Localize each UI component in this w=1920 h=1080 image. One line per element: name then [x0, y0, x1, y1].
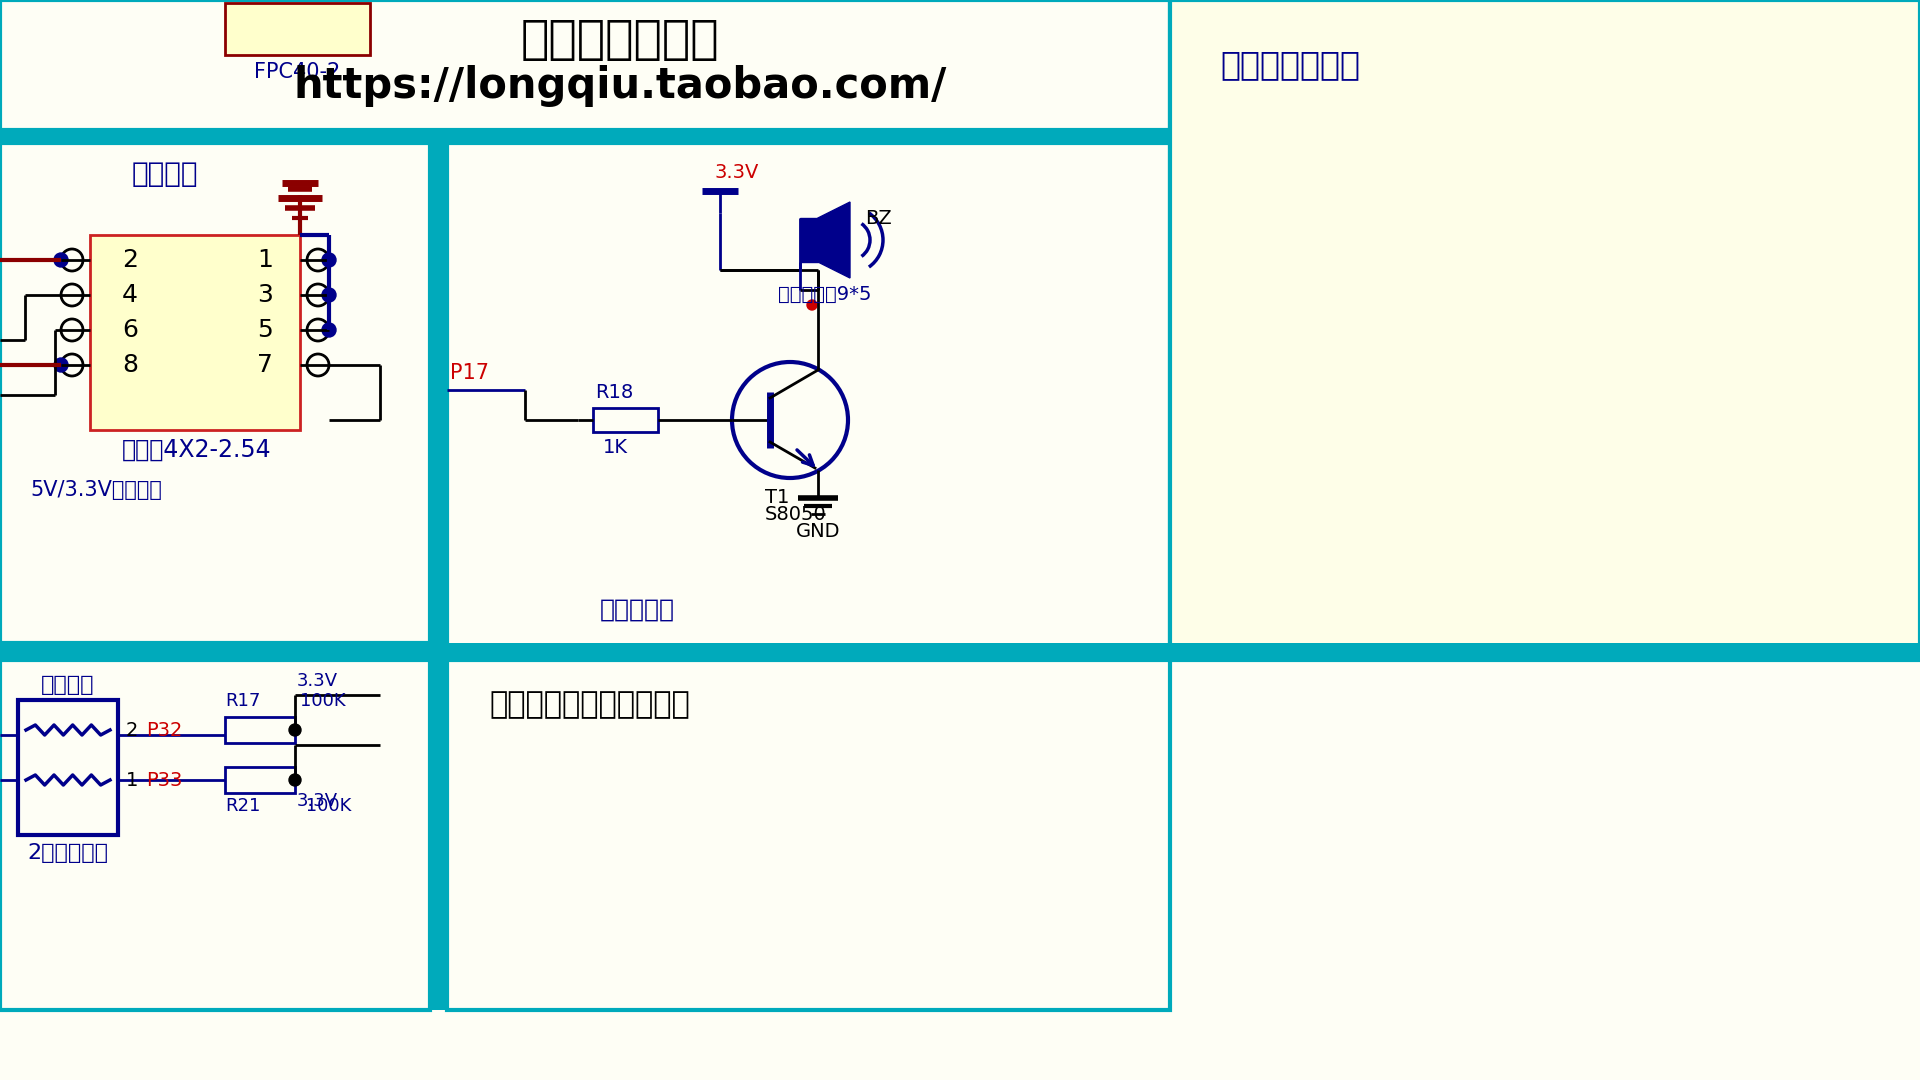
Text: 8: 8 [123, 353, 138, 377]
Text: P32: P32 [146, 720, 182, 740]
Bar [801, 218, 818, 262]
Bar [430, 143, 447, 660]
Text: 1: 1 [257, 248, 273, 272]
Bar [1169, 0, 1920, 660]
Text: 3: 3 [257, 283, 273, 307]
Bar [0, 0, 1169, 130]
Circle shape [290, 724, 301, 735]
Circle shape [290, 774, 301, 786]
Bar [0, 143, 430, 643]
Text: R21: R21 [225, 797, 261, 815]
Text: 2: 2 [127, 720, 138, 740]
Bar [17, 700, 117, 835]
Bar [447, 660, 1169, 1010]
Circle shape [323, 323, 336, 337]
Text: GND: GND [795, 522, 841, 541]
Text: BZ: BZ [866, 208, 891, 228]
Text: https://longqiu.taobao.com/: https://longqiu.taobao.com/ [294, 65, 947, 107]
Text: 模块采购链接：: 模块采购链接： [520, 18, 720, 63]
Text: 4: 4 [123, 283, 138, 307]
Text: 拨码开关: 拨码开关 [40, 675, 94, 696]
Text: T1: T1 [764, 488, 789, 507]
Text: 3.3V: 3.3V [298, 792, 338, 810]
Text: S8050: S8050 [764, 505, 828, 524]
Polygon shape [818, 202, 851, 278]
Text: 蜂鸣器电路: 蜂鸣器电路 [599, 598, 676, 622]
Circle shape [61, 319, 83, 341]
Bar [90, 235, 300, 430]
Circle shape [307, 319, 328, 341]
Text: P17: P17 [449, 363, 490, 383]
Text: 100K: 100K [300, 797, 351, 815]
Circle shape [61, 284, 83, 306]
Text: 1K: 1K [603, 438, 628, 457]
Bar [430, 660, 447, 1010]
Text: 2: 2 [123, 248, 138, 272]
Text: 7: 7 [257, 353, 273, 377]
Text: R18: R18 [595, 383, 634, 402]
Bar [225, 717, 296, 743]
Text: 1: 1 [127, 770, 138, 789]
Text: 3.3V: 3.3V [714, 163, 760, 183]
Circle shape [307, 284, 328, 306]
Bar [0, 660, 430, 1010]
Circle shape [806, 300, 818, 310]
Bar [0, 129, 1920, 144]
Text: 有源蜂鸣器9*5: 有源蜂鸣器9*5 [778, 285, 872, 303]
Text: 3.3V: 3.3V [298, 672, 338, 690]
Text: 电源扩展: 电源扩展 [132, 160, 198, 188]
Text: 100K: 100K [300, 692, 346, 710]
Bar [225, 767, 296, 793]
Circle shape [307, 249, 328, 271]
Circle shape [732, 362, 849, 478]
Text: 6: 6 [123, 318, 138, 342]
Text: FPC40-2: FPC40-2 [253, 62, 340, 82]
Circle shape [54, 357, 67, 372]
Circle shape [323, 288, 336, 302]
Text: 2位拨码开关: 2位拨码开关 [27, 843, 109, 863]
Text: 5V/3.3V扩展电路: 5V/3.3V扩展电路 [31, 480, 161, 500]
Circle shape [61, 354, 83, 376]
Text: P33: P33 [146, 770, 182, 789]
Bar [225, 3, 371, 55]
Circle shape [323, 253, 336, 267]
Circle shape [61, 249, 83, 271]
Circle shape [54, 253, 67, 267]
Circle shape [307, 354, 328, 376]
Text: 本拓展板对应按键的模块: 本拓展板对应按键的模块 [490, 690, 691, 719]
Text: 双排针4X2-2.54: 双排针4X2-2.54 [123, 438, 273, 462]
Bar [447, 143, 1169, 660]
Text: 龙邱编码器或按: 龙邱编码器或按 [1219, 49, 1359, 81]
Text: R17: R17 [225, 692, 261, 710]
Bar [593, 408, 659, 432]
Bar [0, 643, 1920, 660]
Text: 5: 5 [257, 318, 273, 342]
